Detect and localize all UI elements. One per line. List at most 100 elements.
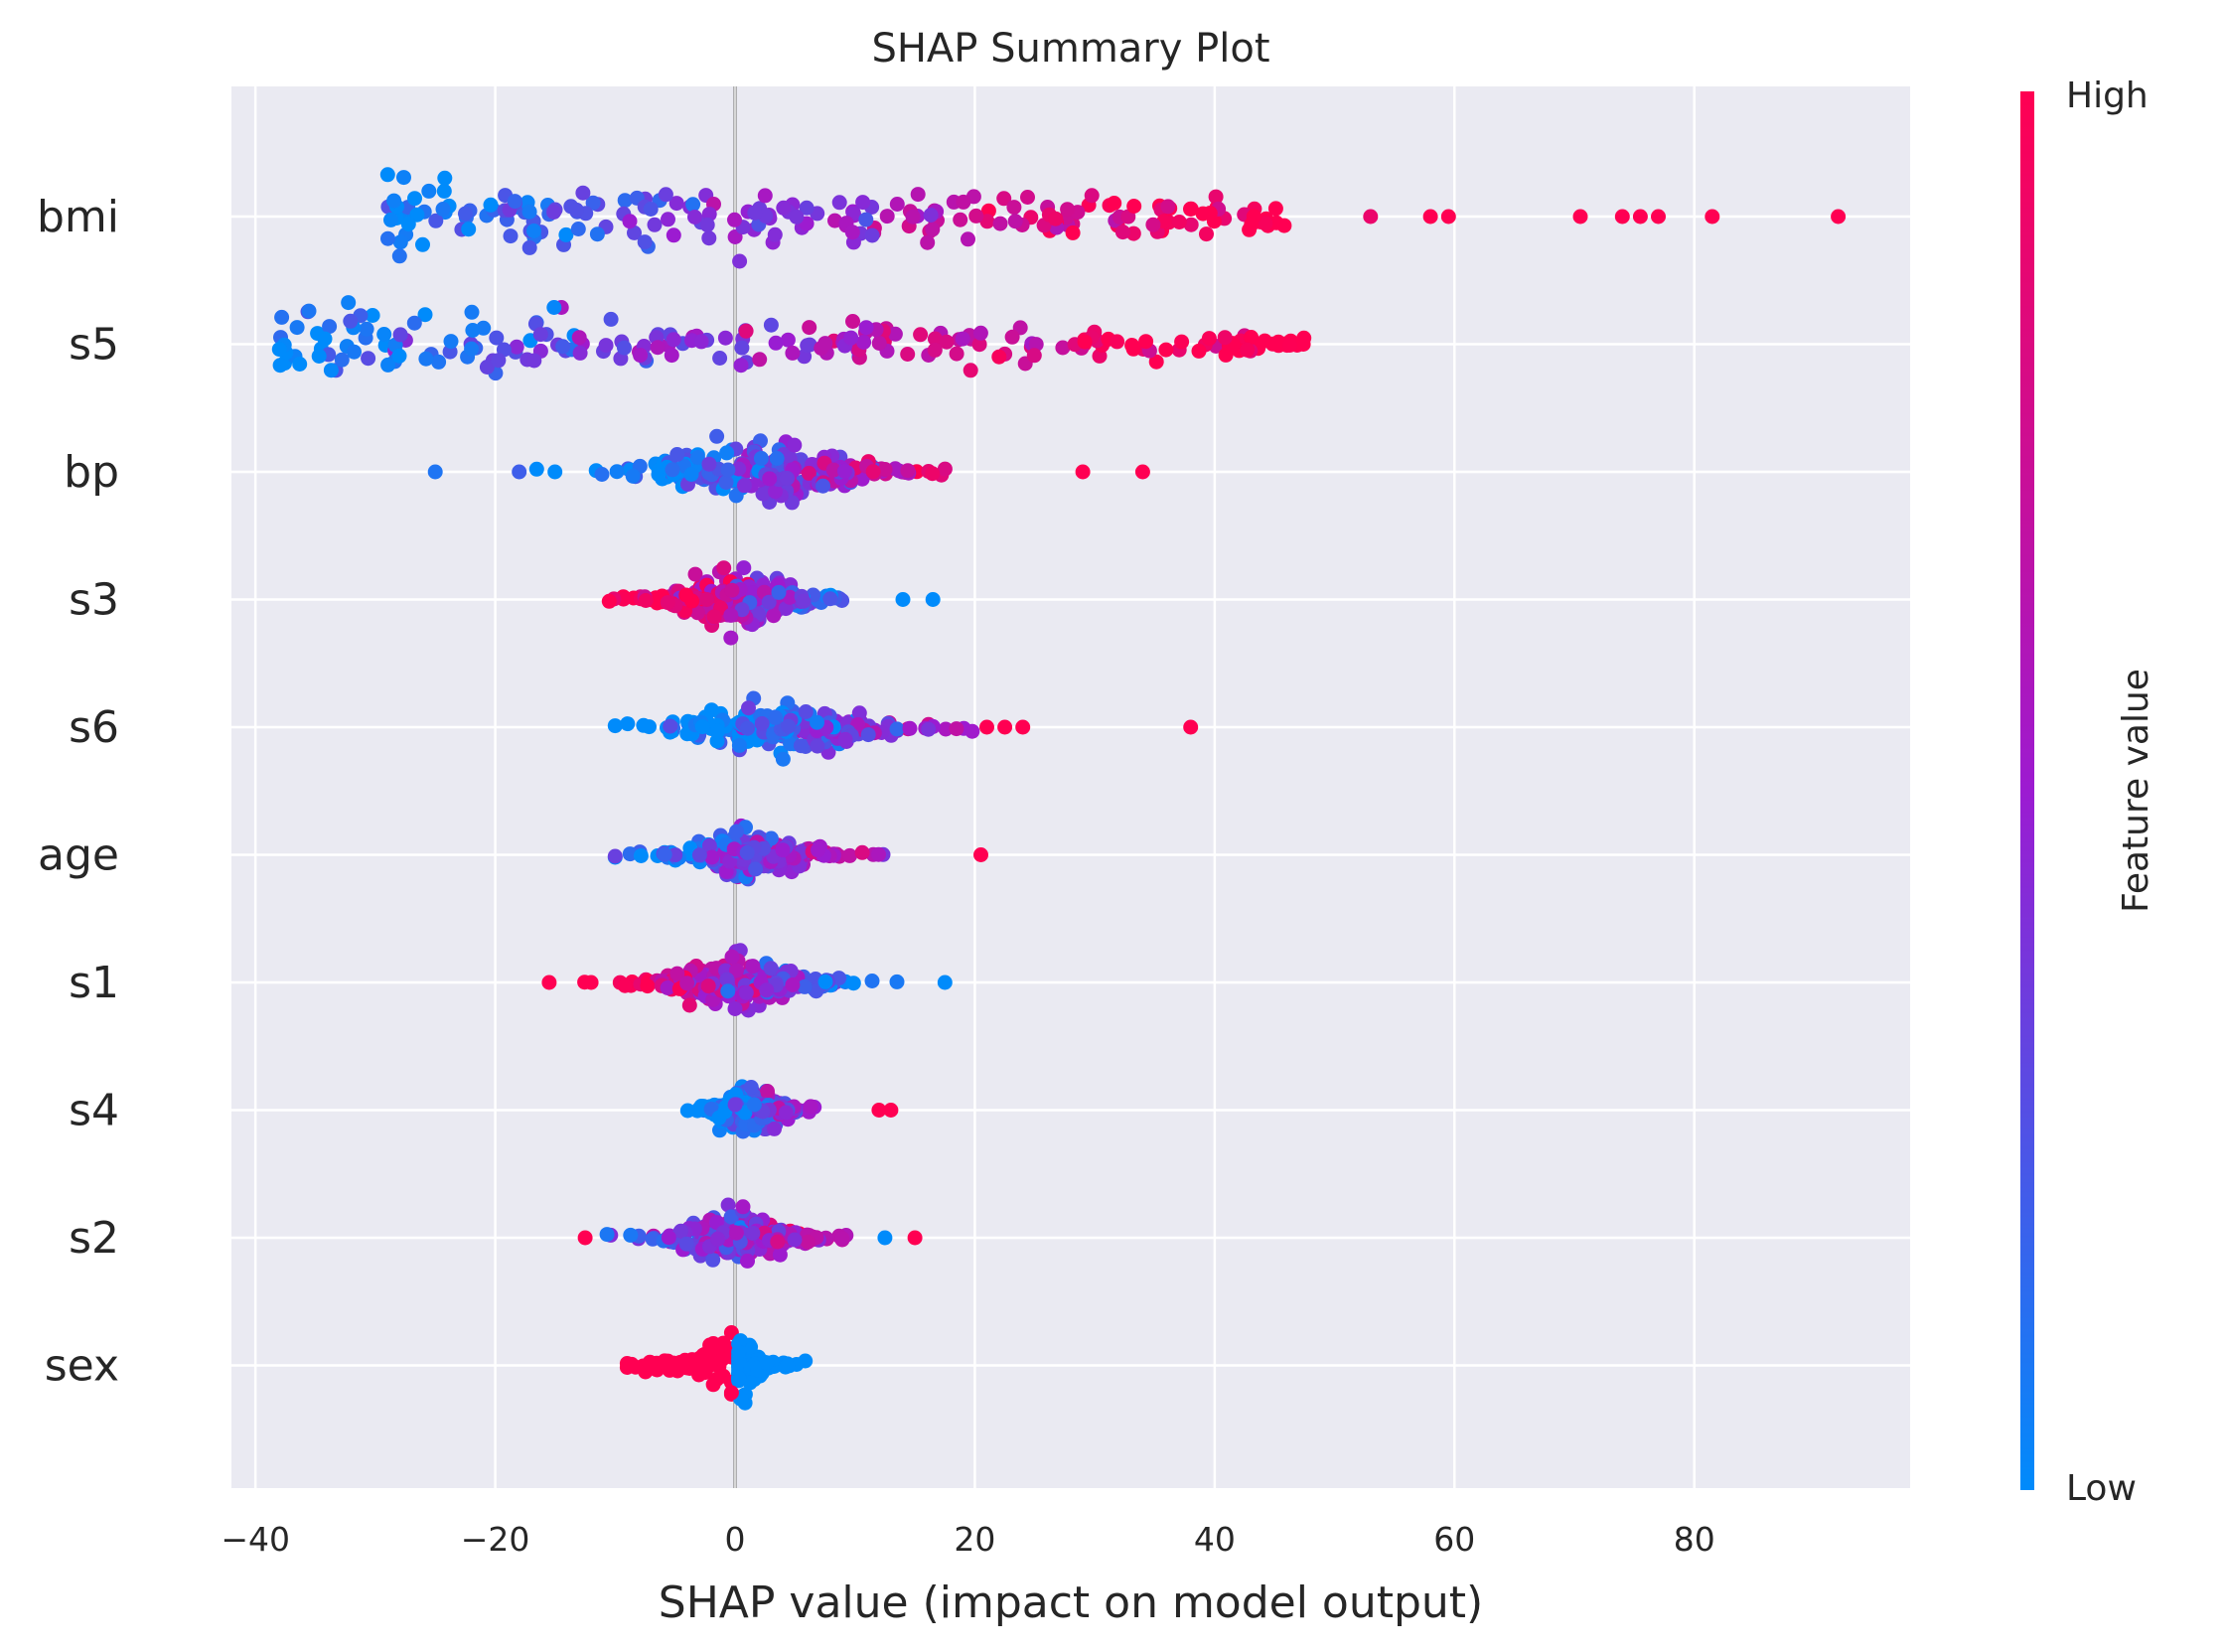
x-tick-label: 40 — [1194, 1520, 1236, 1559]
shap-point-s2 — [599, 1227, 615, 1243]
shap-point-s3 — [687, 566, 703, 582]
shap-point-s6 — [979, 719, 994, 735]
shap-point-s5 — [1124, 338, 1140, 353]
shap-point-s1 — [541, 975, 557, 990]
shap-point-bp — [683, 467, 699, 482]
shap-point-bmi — [1084, 188, 1100, 204]
shap-point-s5 — [991, 349, 1007, 365]
shap-point-s5 — [927, 331, 943, 347]
shap-point-bp — [669, 447, 685, 462]
shap-point-s2 — [705, 1252, 721, 1268]
shap-point-bmi — [1183, 217, 1199, 232]
shap-point-bmi — [383, 212, 398, 227]
x-tick-label: 60 — [1433, 1520, 1475, 1559]
shap-point-s5 — [733, 358, 749, 374]
shap-point-bmi — [436, 183, 452, 199]
shap-point-bmi — [589, 226, 605, 242]
shap-point-s3 — [706, 609, 722, 625]
shap-point-age — [748, 861, 764, 877]
shap-point-s5 — [392, 327, 408, 343]
shap-point-s6 — [902, 720, 918, 736]
shap-point-s5 — [802, 320, 817, 336]
data-points — [271, 167, 1847, 1411]
shap-point-s4 — [743, 1080, 759, 1095]
shap-point-s4 — [871, 1103, 887, 1118]
shap-point-s5 — [292, 357, 308, 372]
shap-point-bmi — [889, 197, 905, 212]
shap-point-s5 — [633, 348, 649, 364]
shap-point-bp — [665, 462, 680, 478]
shap-point-s5 — [717, 330, 733, 346]
shap-point-age — [973, 847, 988, 862]
shap-point-s5 — [365, 308, 380, 323]
shap-point-s2 — [710, 1231, 726, 1247]
shap-point-s5 — [323, 363, 339, 378]
shap-point-s6 — [938, 721, 954, 737]
shap-point-s6 — [740, 720, 756, 736]
shap-point-bmi — [643, 202, 659, 217]
chart-title: SHAP Summary Plot — [871, 26, 1269, 72]
shap-point-s6 — [997, 719, 1013, 735]
shap-point-bmi — [1183, 201, 1199, 217]
shap-point-s5 — [887, 326, 903, 342]
shap-point-bmi — [920, 234, 936, 250]
colorbar-high-label: High — [2066, 75, 2149, 116]
shap-point-s5 — [464, 304, 480, 320]
shap-point-s5 — [317, 331, 333, 347]
shap-point-s5 — [666, 332, 681, 348]
shap-point-bmi — [415, 236, 430, 252]
shap-point-s5 — [464, 341, 480, 357]
shap-point-bp — [528, 461, 544, 477]
shap-point-s3 — [766, 608, 782, 624]
shap-point-bmi — [507, 194, 522, 210]
shap-point-bmi — [558, 226, 574, 242]
shap-point-s3 — [723, 630, 739, 646]
shap-point-bp — [937, 461, 953, 477]
shap-point-s1 — [817, 974, 833, 989]
shap-point-bmi — [757, 188, 773, 204]
shap-point-s5 — [939, 334, 955, 350]
shap-point-age — [622, 846, 638, 862]
shap-point-s1 — [785, 977, 801, 992]
shap-point-bp — [719, 445, 735, 461]
shap-point-bmi — [658, 187, 673, 203]
shap-point-bmi — [1202, 206, 1218, 221]
shap-point-bmi — [1363, 209, 1379, 225]
shap-point-bmi — [961, 231, 975, 247]
shap-point-bmi — [1160, 199, 1176, 215]
shap-point-bmi — [923, 208, 939, 223]
shap-point-bmi — [622, 214, 638, 229]
shap-point-bmi — [879, 209, 895, 225]
shap-point-bmi — [428, 213, 444, 228]
y-tick-labels: bmi s5 bp s3 s6 age s1 s4 s2 sex — [37, 192, 119, 1392]
y-tick-label-bmi: bmi — [37, 192, 119, 242]
shap-point-s1 — [809, 983, 824, 999]
shap-point-bmi — [732, 253, 748, 269]
gridlines — [231, 86, 1910, 1488]
shap-point-s5 — [734, 340, 750, 356]
shap-point-s6 — [636, 717, 652, 733]
shap-point-s5 — [406, 315, 422, 331]
shap-point-s5 — [1217, 330, 1233, 346]
shap-point-s5 — [1077, 334, 1093, 350]
shap-point-bmi — [647, 217, 663, 232]
shap-point-sex — [619, 1356, 635, 1371]
shap-point-s1 — [724, 949, 740, 965]
shap-point-bp — [547, 464, 563, 480]
shap-point-s1 — [681, 997, 697, 1013]
shap-point-s6 — [768, 709, 784, 725]
shap-point-bmi — [687, 210, 702, 225]
shap-point-s5 — [376, 327, 392, 342]
shap-point-s1 — [845, 976, 861, 991]
shap-point-bp — [731, 461, 747, 477]
shap-point-s5 — [1282, 338, 1298, 353]
shap-point-bmi — [1145, 217, 1161, 232]
shap-point-s2 — [800, 1234, 816, 1250]
shap-point-s3 — [689, 605, 705, 621]
shap-point-s5 — [1201, 331, 1217, 347]
shap-point-s1 — [617, 977, 633, 993]
shap-point-s5 — [1110, 334, 1125, 350]
shap-point-s5 — [971, 337, 987, 353]
shap-point-s5 — [347, 344, 362, 360]
shap-point-bp — [625, 468, 641, 484]
